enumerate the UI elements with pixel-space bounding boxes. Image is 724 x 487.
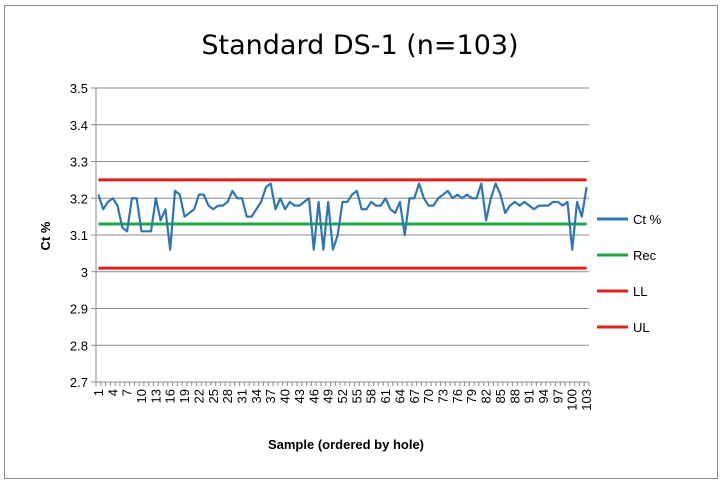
x-tick-label: 7	[120, 389, 135, 396]
x-tick-label: 46	[306, 389, 321, 403]
x-tick-label: 10	[134, 389, 149, 403]
x-tick-label: 103	[579, 389, 594, 411]
x-tick-label: 25	[206, 389, 221, 403]
legend-label: UL	[633, 320, 650, 335]
series-layer	[97, 178, 588, 270]
x-tick-label: 82	[479, 389, 494, 403]
y-axis-label: Ct %	[38, 221, 53, 250]
y-tick-label: 2.7	[70, 375, 88, 390]
x-tick-label: 73	[436, 389, 451, 403]
legend: Ct % Rec LL UL	[597, 212, 662, 335]
x-tick-label: 94	[536, 389, 551, 403]
x-tick-label: 43	[292, 389, 307, 403]
y-tick-labels: 3.5 3.4 3.3 3.2 3.1 3 2.9 2.8 2.7	[70, 81, 88, 390]
series-line-ct	[97, 182, 588, 251]
legend-label: LL	[633, 284, 647, 299]
x-tick-label: 28	[220, 389, 235, 403]
x-tick-label: 52	[335, 389, 350, 403]
y-tick-label: 3.4	[70, 118, 88, 133]
x-tick-label: 85	[493, 389, 508, 403]
x-tick-label: 61	[378, 389, 393, 403]
x-tick-label: 31	[234, 389, 249, 403]
x-tick-label: 58	[364, 389, 379, 403]
chart-title: Standard DS-1 (n=103)	[201, 30, 518, 61]
x-tick-label: 88	[507, 389, 522, 403]
y-tick-label: 3.2	[70, 191, 88, 206]
y-tick-label: 3.1	[70, 228, 88, 243]
x-tick-label: 64	[392, 389, 407, 403]
axes	[95, 88, 590, 386]
y-tick-label: 3.5	[70, 81, 88, 96]
x-tick-label: 37	[263, 389, 278, 403]
x-tick-label: 40	[278, 389, 293, 403]
y-tick-label: 2.8	[70, 338, 88, 353]
x-tick-label: 1	[91, 389, 106, 396]
x-tick-label: 16	[163, 389, 178, 403]
x-tick-label: 76	[450, 389, 465, 403]
x-tick-labels: 1 4 7 10 13 16 19 22 25 28 31 34 37 40 43 46 49 52 55 58 61 6…	[91, 389, 594, 411]
x-tick-label: 70	[421, 389, 436, 403]
x-tick-label: 55	[349, 389, 364, 403]
x-tick-label: 22	[191, 389, 206, 403]
x-tick-label: 91	[522, 389, 537, 403]
legend-label: Ct %	[633, 212, 662, 227]
x-axis-label: Sample (ordered by hole)	[268, 437, 424, 452]
x-tick-label: 49	[321, 389, 336, 403]
x-tick-label: 97	[550, 389, 565, 403]
gridlines	[91, 87, 589, 383]
x-tick-label: 100	[565, 389, 580, 411]
x-tick-label: 13	[148, 389, 163, 403]
y-tick-label: 3	[81, 265, 88, 280]
x-tick-label: 79	[464, 389, 479, 403]
x-tick-label: 34	[249, 389, 264, 403]
y-tick-label: 3.3	[70, 155, 88, 170]
x-tick-label: 19	[177, 389, 192, 403]
x-tick-label: 67	[407, 389, 422, 403]
x-tick-label: 4	[105, 389, 120, 396]
legend-label: Rec	[633, 248, 657, 263]
y-tick-label: 2.9	[70, 302, 88, 317]
chart-frame	[4, 5, 718, 479]
